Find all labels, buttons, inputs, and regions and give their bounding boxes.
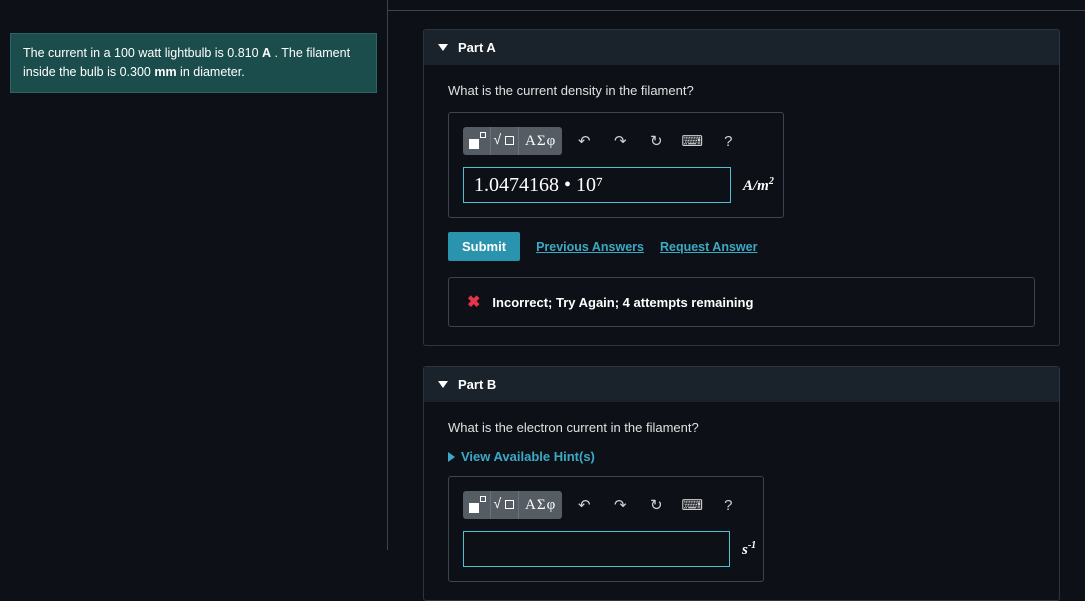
part-b-header[interactable]: Part B [424,367,1059,402]
part-a-units: A/m2 [743,176,774,195]
collapse-icon [438,381,448,388]
problem-text-1: The current in a 100 watt lightbulb is 0… [23,46,262,60]
part-b-answer-input[interactable] [463,531,730,567]
sqrt-button[interactable] [491,491,519,519]
part-a-answer-box: ΑΣφ ↶ ↷ ↻ ⌨ ? A/m2 [448,112,784,218]
keyboard-button[interactable]: ⌨ [678,127,706,155]
redo-button[interactable]: ↷ [606,491,634,519]
part-a-actions: Submit Previous Answers Request Answer [448,232,1035,261]
keyboard-button[interactable]: ⌨ [678,491,706,519]
reset-button[interactable]: ↻ [642,491,670,519]
incorrect-icon: ✖ [467,292,480,312]
part-a-answer-input[interactable] [463,167,731,203]
problem-unit-mm: mm [154,65,176,79]
expand-icon [448,452,455,462]
undo-button[interactable]: ↶ [570,491,598,519]
request-answer-link[interactable]: Request Answer [660,240,757,254]
greek-button[interactable]: ΑΣφ [519,491,562,519]
part-a-title: Part A [458,40,496,55]
sqrt-button[interactable] [491,127,519,155]
sqrt-icon [496,133,514,149]
reset-button[interactable]: ↻ [642,127,670,155]
part-b-title: Part B [458,377,496,392]
left-sidebar: The current in a 100 watt lightbulb is 0… [0,0,388,550]
part-b-body: What is the electron current in the fila… [424,402,1059,600]
help-button[interactable]: ? [714,491,742,519]
submit-button[interactable]: Submit [448,232,520,261]
part-b-container: Part B What is the electron current in t… [423,366,1060,601]
part-b-input-row: s-1 [463,531,749,567]
previous-answers-link[interactable]: Previous Answers [536,240,644,254]
format-group-b: ΑΣφ [463,491,562,519]
greek-button[interactable]: ΑΣφ [519,127,562,155]
part-a-feedback: ✖ Incorrect; Try Again; 4 attempts remai… [448,277,1035,327]
equation-toolbar-b: ΑΣφ ↶ ↷ ↻ ⌨ ? [463,491,749,519]
part-a-body: What is the current density in the filam… [424,65,1059,345]
redo-button[interactable]: ↷ [606,127,634,155]
view-hints-link[interactable]: View Available Hint(s) [448,449,1035,464]
template-button[interactable] [463,491,491,519]
part-b-question: What is the electron current in the fila… [448,420,1035,435]
undo-button[interactable]: ↶ [570,127,598,155]
main-content: Part A What is the current density in th… [388,10,1085,550]
format-group: ΑΣφ [463,127,562,155]
part-a-header[interactable]: Part A [424,30,1059,65]
template-button[interactable] [463,127,491,155]
part-b-units: s-1 [742,540,756,559]
equation-toolbar: ΑΣφ ↶ ↷ ↻ ⌨ ? [463,127,769,155]
help-button[interactable]: ? [714,127,742,155]
superscript-template-icon [469,133,485,149]
hints-label: View Available Hint(s) [461,449,595,464]
part-b-answer-box: ΑΣφ ↶ ↷ ↻ ⌨ ? s-1 [448,476,764,582]
problem-unit-A: A [262,46,271,60]
sqrt-icon [496,497,514,513]
superscript-template-icon [469,497,485,513]
feedback-text: Incorrect; Try Again; 4 attempts remaini… [492,295,753,310]
collapse-icon [438,44,448,51]
part-a-container: Part A What is the current density in th… [423,29,1060,346]
part-a-question: What is the current density in the filam… [448,83,1035,98]
problem-text-3: in diameter. [177,65,245,79]
problem-statement: The current in a 100 watt lightbulb is 0… [10,33,377,93]
part-a-input-row: A/m2 [463,167,769,203]
